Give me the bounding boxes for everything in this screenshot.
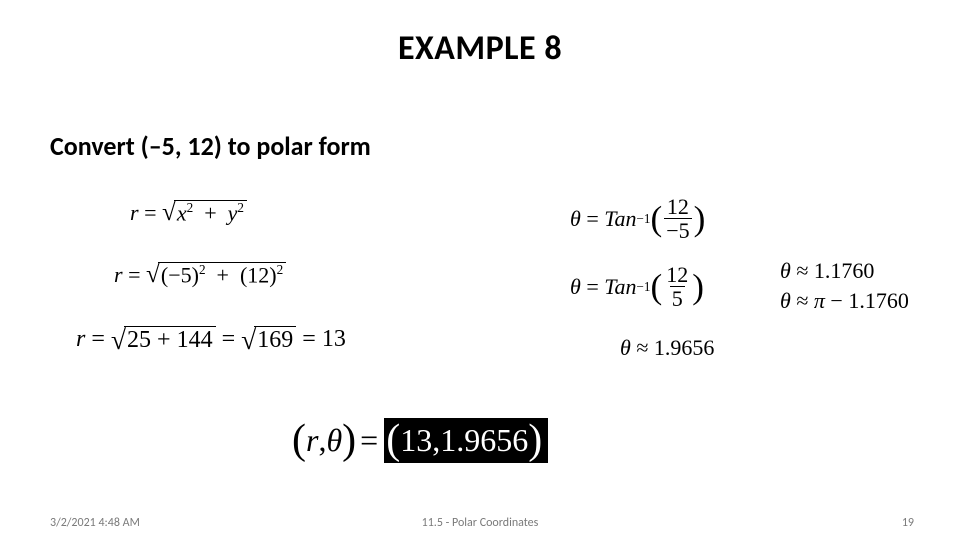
title-word: EXAMPLE bbox=[398, 28, 536, 69]
paren-close-icon: ) bbox=[694, 203, 706, 235]
footer-section: 11.5 - Polar Coordinates bbox=[0, 516, 960, 530]
paren-open-icon: ( bbox=[292, 424, 306, 458]
slide-title: EXAMPLE 8 bbox=[0, 28, 960, 69]
eq-theta-simplified: θ = Tan−1 ( 12 5 ) bbox=[570, 263, 704, 310]
var-theta: θ bbox=[570, 206, 581, 232]
radicand: 169 bbox=[254, 326, 296, 353]
eq-theta-final: θ ≈ 1.9656 bbox=[620, 335, 714, 361]
answer-box: ( 13 , 1.9656 ) bbox=[384, 418, 548, 463]
fraction: 12 −5 bbox=[664, 195, 691, 242]
r-value: 13 bbox=[322, 326, 346, 353]
eq-r-evaluated: r = √ 25 + 144 = √ 169 = 13 bbox=[76, 326, 346, 354]
problem-prompt: Convert (–5, 12) to polar form bbox=[50, 130, 371, 162]
sqrt: √ x2 + y2 bbox=[162, 200, 247, 226]
footer-page-number: 19 bbox=[902, 516, 914, 530]
sqrt: √ 169 bbox=[241, 326, 296, 354]
paren-open-icon: ( bbox=[650, 203, 662, 235]
radicand: 25 + 144 bbox=[124, 326, 216, 353]
equals: = bbox=[139, 200, 162, 226]
equals: = bbox=[360, 422, 378, 459]
answer-lhs: ( r , θ ) bbox=[292, 422, 356, 459]
var-r: r bbox=[130, 200, 139, 226]
var-r: r bbox=[114, 262, 123, 288]
eq-r-formula: r = √ x2 + y2 bbox=[130, 200, 247, 226]
paren-close-icon: ) bbox=[528, 424, 542, 458]
title-number: 8 bbox=[544, 28, 562, 69]
sqrt: √ (−5)2 + (12)2 bbox=[146, 262, 286, 288]
final-answer: ( r , θ ) = ( 13 , 1.9656 ) bbox=[292, 418, 548, 463]
slide: EXAMPLE 8 Convert (–5, 12) to polar form… bbox=[0, 0, 960, 540]
eq-theta-approx1: θ ≈ 1.1760 bbox=[780, 258, 874, 284]
var-r: r bbox=[76, 326, 85, 353]
eq-theta-formula: θ = Tan−1 ( 12 −5 ) bbox=[570, 195, 705, 242]
paren-open-icon: ( bbox=[386, 424, 400, 458]
radicand: x2 + y2 bbox=[174, 200, 247, 226]
fraction: 12 5 bbox=[664, 263, 690, 310]
fn-tan: Tan bbox=[604, 206, 636, 232]
paren-close-icon: ) bbox=[342, 424, 356, 458]
eq-r-substituted: r = √ (−5)2 + (12)2 bbox=[114, 262, 286, 288]
eq-theta-approx2: θ ≈ π − 1.1760 bbox=[780, 288, 909, 314]
sqrt: √ 25 + 144 bbox=[111, 326, 216, 354]
radicand: (−5)2 + (12)2 bbox=[158, 262, 286, 288]
